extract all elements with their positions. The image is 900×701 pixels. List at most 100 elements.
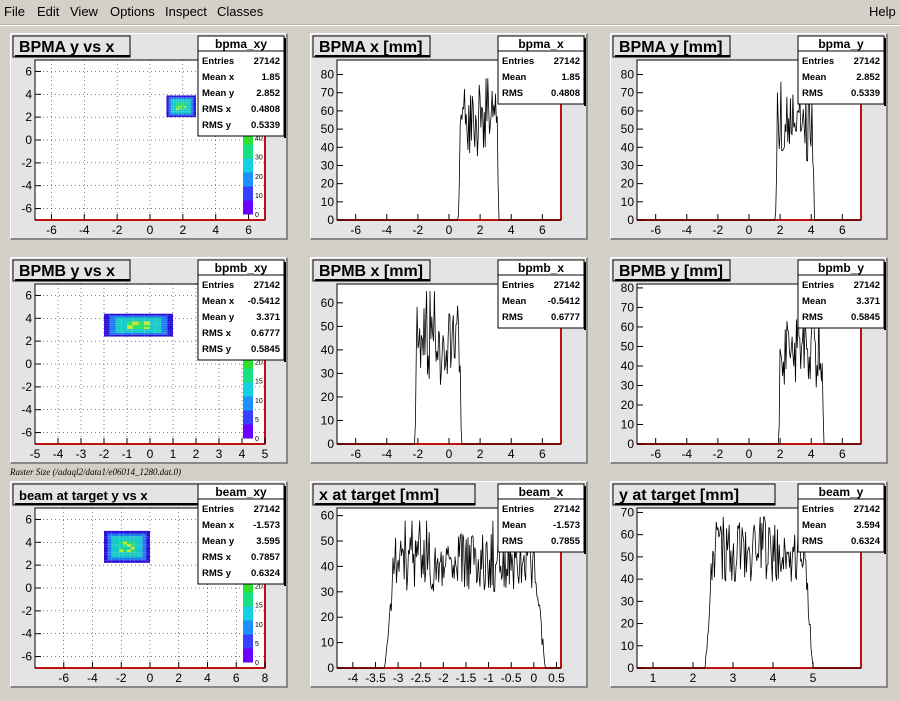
pad-beam-y[interactable]: 1 2 3 4 5 0 10 20 30 40 50 60 70 y at target [mm] beam… [610, 481, 888, 688]
heatmap-cell [133, 319, 139, 321]
heatmap-cell [135, 534, 139, 537]
stats-shadow [584, 486, 586, 554]
x-tick-label: 4 [808, 447, 815, 461]
stats-value: 27142 [854, 280, 880, 291]
heatmap-cell [171, 114, 173, 116]
heatmap-cell [119, 555, 123, 558]
pad-bpma-xy[interactable]: -6 -4 -2 0 2 4 6 -6 -4 -2 0 2 4 6 0 10 20 30 40 BPMA y vs x… [10, 33, 288, 240]
heatmap-cell [110, 327, 116, 329]
heatmap-cell [121, 318, 127, 320]
heatmap-cell [112, 539, 116, 542]
heatmap-cell [167, 329, 173, 331]
heatmap-cell [144, 321, 150, 323]
menu-view[interactable]: View [70, 4, 98, 19]
heatmap-cell [131, 534, 135, 537]
pad-bpmb-y[interactable]: -6 -4 -2 0 2 4 6 0 10 20 30 40 50 60 70 80 BPMB y [mm] bp… [610, 257, 888, 464]
heatmap-cell [108, 531, 112, 534]
menu-inspect[interactable]: Inspect [165, 4, 207, 19]
heatmap-cell [104, 531, 108, 534]
heatmap-cell [131, 547, 135, 550]
heatmap-cell [112, 550, 116, 553]
heatmap-cell [121, 323, 127, 325]
stats-value: 27142 [554, 504, 580, 515]
heatmap-cell [142, 552, 146, 555]
heatmap-cell [123, 539, 127, 542]
x-tick-label: 2 [477, 223, 484, 237]
y-tick-label: 60 [621, 528, 635, 542]
heatmap-cell [112, 536, 116, 539]
menu-edit[interactable]: Edit [37, 4, 59, 19]
x-tick-label: -3 [76, 447, 87, 461]
stats-label: Mean y [202, 88, 235, 99]
y-tick-label: 60 [321, 104, 335, 118]
heatmap-cell [169, 101, 171, 103]
stats-value: 3.594 [856, 520, 880, 531]
heatmap-cell [112, 544, 116, 547]
heatmap-cell [104, 318, 110, 320]
heatmap-cell [171, 103, 173, 105]
heatmap-cell [191, 99, 193, 101]
heatmap-cell [133, 333, 139, 335]
stats-value: 0.5845 [851, 312, 881, 323]
stats-label: RMS x [202, 552, 232, 563]
heatmap-cell [167, 321, 173, 323]
y-tick-label: 40 [621, 572, 635, 586]
heatmap-cell [116, 531, 120, 534]
menu-help[interactable]: Help [869, 4, 896, 19]
heatmap-cell [167, 318, 173, 320]
heatmap-cell [123, 558, 127, 561]
x-tick-label: -6 [350, 223, 361, 237]
y-tick-label: 20 [321, 177, 335, 191]
heatmap-cell [127, 544, 131, 547]
heatmap-cell [139, 314, 145, 316]
y-tick-label: 30 [321, 585, 335, 599]
heatmap-cell [108, 534, 112, 537]
pad-bpma-x[interactable]: -6 -4 -2 0 2 4 6 0 10 20 30 40 50 60 70 80 BPMA x [mm] bp… [310, 33, 588, 240]
heatmap-cell [139, 323, 145, 325]
heatmap-cell [166, 99, 168, 101]
y-tick-label: 70 [321, 86, 335, 100]
heatmap-cell [121, 316, 127, 318]
y-tick-label: 6 [25, 288, 32, 302]
heatmap-cell [186, 101, 188, 103]
x-tick-label: 0 [746, 447, 753, 461]
heatmap-cell [184, 95, 186, 97]
heatmap-cell [174, 106, 176, 108]
heatmap-cell [156, 314, 162, 316]
heatmap-cell [176, 114, 178, 116]
heatmap-cell [156, 325, 162, 327]
x-tick-label: 0.5 [548, 671, 565, 685]
stats-name: beam_y [819, 485, 864, 499]
heatmap-cell [171, 101, 173, 103]
heatmap-cell [127, 335, 133, 337]
heatmap-cell [116, 333, 122, 335]
menu-classes[interactable]: Classes [217, 4, 263, 19]
pad-bpmb-xy[interactable]: -5 -4 -3 -2 -1 0 1 2 3 4 5 -6 -4 -2 0 2 4 6 0 5 10 15 20 BPMB y… [10, 257, 288, 464]
heatmap-cell [179, 95, 181, 97]
heatmap-cell [166, 106, 168, 108]
heatmap-cell [171, 112, 173, 114]
menu-file[interactable]: File [4, 4, 25, 19]
heatmap-cell [112, 542, 116, 545]
chart-title: beam at target y vs x [19, 488, 148, 503]
stats-shadow [284, 38, 286, 138]
heatmap-cell [174, 104, 176, 106]
pad-beam-xy[interactable]: -6 -4 -2 0 2 4 6 8 -6 -4 -2 0 2 4 6 0 5 10 15 20 beam at tar… [10, 481, 288, 688]
pad-beam-x[interactable]: -4 -3.5 -3 -2.5 -2 -1.5 -1 -0.5 0 0.5 0 10 20 30 40 50 6… [310, 481, 588, 688]
y-tick-label: -2 [21, 156, 32, 170]
chart-bpmb-x: -6 -4 -2 0 2 4 60102030405060BPMB x [mm] bpmb_x… [311, 258, 587, 463]
heatmap-cell [174, 115, 176, 117]
menu-options[interactable]: Options [110, 4, 155, 19]
pad-bpma-y[interactable]: -6 -4 -2 0 2 4 6 0 10 20 30 40 50 60 70 80 BPMA y [mm] bp… [610, 33, 888, 240]
x-tick-label: 4 [204, 671, 211, 685]
palette-band [243, 648, 253, 663]
heatmap-cell [174, 97, 176, 99]
heatmap-cell [174, 101, 176, 103]
heatmap-cell [191, 112, 193, 114]
palette-band [243, 382, 253, 397]
heatmap-cell [150, 318, 156, 320]
pad-bpmb-x[interactable]: -6 -4 -2 0 2 4 6 0 10 20 30 40 50 60 BPMB x [mm] bpmb_x… [310, 257, 588, 464]
stats-label: RMS y [202, 568, 232, 579]
stats-value: 27142 [854, 56, 880, 67]
heatmap-cell [104, 329, 110, 331]
